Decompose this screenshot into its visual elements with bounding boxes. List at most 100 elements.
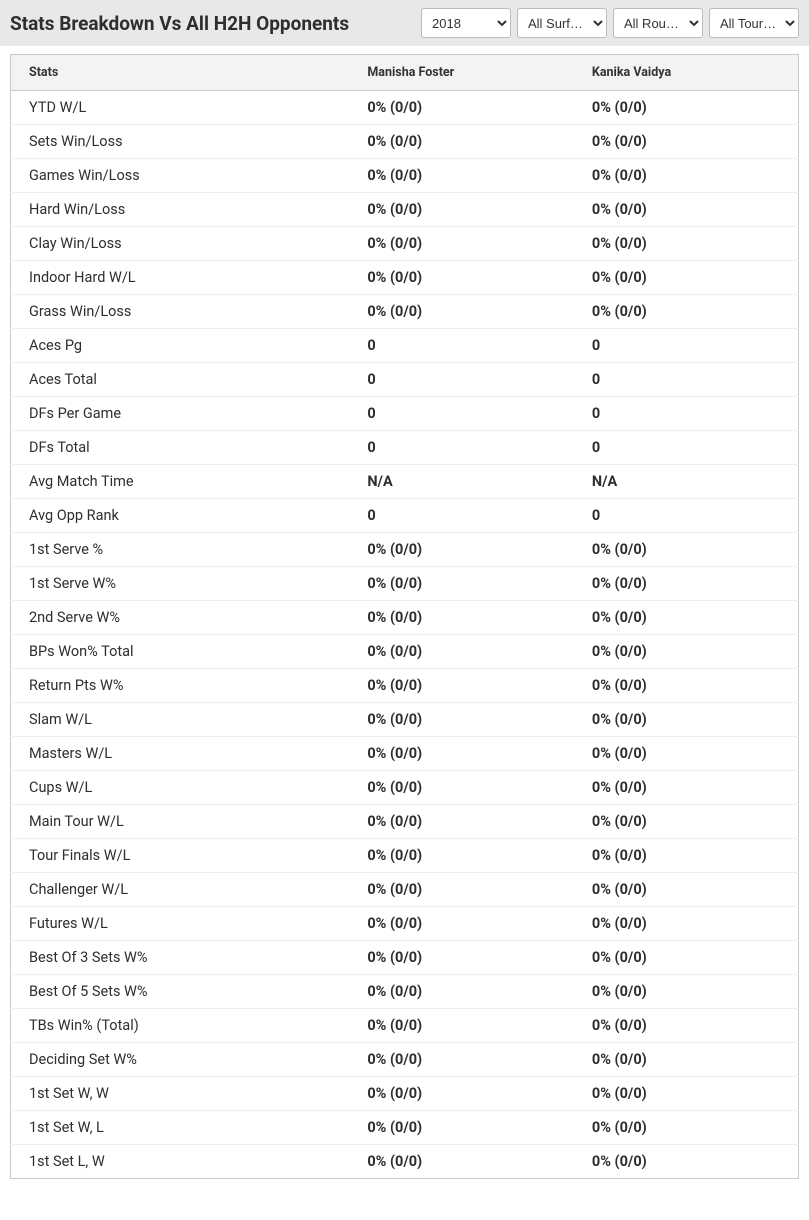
table-row: Masters W/L0% (0/0)0% (0/0)	[11, 737, 799, 771]
col-header-player1: Manisha Foster	[349, 55, 574, 91]
stat-value-player1: 0% (0/0)	[349, 941, 574, 975]
stat-label: Tour Finals W/L	[11, 839, 350, 873]
stat-value-player2: 0% (0/0)	[574, 1145, 799, 1179]
stat-label: Return Pts W%	[11, 669, 350, 703]
stat-value-player1: 0% (0/0)	[349, 805, 574, 839]
stat-label: Aces Pg	[11, 329, 350, 363]
stat-label: Best Of 3 Sets W%	[11, 941, 350, 975]
table-container: Stats Manisha Foster Kanika Vaidya YTD W…	[0, 46, 809, 1197]
stat-label: Sets Win/Loss	[11, 125, 350, 159]
stat-value-player2: 0% (0/0)	[574, 1077, 799, 1111]
table-row: Return Pts W%0% (0/0)0% (0/0)	[11, 669, 799, 703]
stat-label: DFs Per Game	[11, 397, 350, 431]
stat-label: Challenger W/L	[11, 873, 350, 907]
stat-value-player2: 0	[574, 431, 799, 465]
stat-label: Aces Total	[11, 363, 350, 397]
table-row: 1st Serve W%0% (0/0)0% (0/0)	[11, 567, 799, 601]
table-row: Cups W/L0% (0/0)0% (0/0)	[11, 771, 799, 805]
stat-value-player2: 0% (0/0)	[574, 193, 799, 227]
stat-value-player1: 0% (0/0)	[349, 873, 574, 907]
stat-label: Best Of 5 Sets W%	[11, 975, 350, 1009]
table-row: Indoor Hard W/L0% (0/0)0% (0/0)	[11, 261, 799, 295]
stat-value-player2: 0% (0/0)	[574, 125, 799, 159]
stat-value-player1: 0% (0/0)	[349, 227, 574, 261]
stat-value-player2: 0% (0/0)	[574, 703, 799, 737]
stat-value-player1: 0% (0/0)	[349, 125, 574, 159]
filter-group: 2018 All Surf… All Rou… All Tour…	[421, 8, 799, 38]
stat-value-player1: 0% (0/0)	[349, 907, 574, 941]
stat-label: Slam W/L	[11, 703, 350, 737]
table-row: DFs Per Game00	[11, 397, 799, 431]
table-row: Best Of 5 Sets W%0% (0/0)0% (0/0)	[11, 975, 799, 1009]
stat-value-player1: 0% (0/0)	[349, 737, 574, 771]
stat-value-player2: 0	[574, 499, 799, 533]
stat-label: Main Tour W/L	[11, 805, 350, 839]
surface-select[interactable]: All Surf…	[517, 8, 607, 38]
stat-label: Avg Opp Rank	[11, 499, 350, 533]
stat-label: 1st Serve W%	[11, 567, 350, 601]
tour-select[interactable]: All Tour…	[709, 8, 799, 38]
stat-value-player1: 0% (0/0)	[349, 635, 574, 669]
stat-value-player1: 0% (0/0)	[349, 533, 574, 567]
col-header-player2: Kanika Vaidya	[574, 55, 799, 91]
stat-label: Games Win/Loss	[11, 159, 350, 193]
table-row: Aces Pg00	[11, 329, 799, 363]
stat-label: Masters W/L	[11, 737, 350, 771]
stat-label: Futures W/L	[11, 907, 350, 941]
stat-value-player2: 0	[574, 329, 799, 363]
stat-value-player2: 0% (0/0)	[574, 227, 799, 261]
table-row: Main Tour W/L0% (0/0)0% (0/0)	[11, 805, 799, 839]
table-row: Challenger W/L0% (0/0)0% (0/0)	[11, 873, 799, 907]
stat-label: Deciding Set W%	[11, 1043, 350, 1077]
stat-label: Grass Win/Loss	[11, 295, 350, 329]
table-row: Avg Match TimeN/AN/A	[11, 465, 799, 499]
table-row: Grass Win/Loss0% (0/0)0% (0/0)	[11, 295, 799, 329]
stat-value-player1: 0% (0/0)	[349, 703, 574, 737]
stat-value-player1: 0	[349, 499, 574, 533]
table-row: Clay Win/Loss0% (0/0)0% (0/0)	[11, 227, 799, 261]
stat-label: 1st Serve %	[11, 533, 350, 567]
stat-value-player1: 0% (0/0)	[349, 975, 574, 1009]
table-row: Futures W/L0% (0/0)0% (0/0)	[11, 907, 799, 941]
col-header-stats: Stats	[11, 55, 350, 91]
table-row: Hard Win/Loss0% (0/0)0% (0/0)	[11, 193, 799, 227]
stat-value-player1: 0% (0/0)	[349, 1077, 574, 1111]
stat-value-player2: 0% (0/0)	[574, 601, 799, 635]
stat-value-player2: 0% (0/0)	[574, 1009, 799, 1043]
stat-value-player2: 0% (0/0)	[574, 975, 799, 1009]
stat-value-player1: 0% (0/0)	[349, 771, 574, 805]
stat-value-player1: 0	[349, 329, 574, 363]
table-row: Avg Opp Rank00	[11, 499, 799, 533]
year-select[interactable]: 2018	[421, 8, 511, 38]
stat-value-player1: 0% (0/0)	[349, 839, 574, 873]
stat-value-player1: 0% (0/0)	[349, 261, 574, 295]
stat-value-player2: 0% (0/0)	[574, 295, 799, 329]
stat-value-player1: 0% (0/0)	[349, 1111, 574, 1145]
stat-value-player2: 0% (0/0)	[574, 1111, 799, 1145]
rounds-select[interactable]: All Rou…	[613, 8, 703, 38]
stat-value-player1: 0% (0/0)	[349, 1009, 574, 1043]
stat-value-player2: 0	[574, 363, 799, 397]
table-row: BPs Won% Total0% (0/0)0% (0/0)	[11, 635, 799, 669]
table-row: 1st Set L, W0% (0/0)0% (0/0)	[11, 1145, 799, 1179]
table-row: Best Of 3 Sets W%0% (0/0)0% (0/0)	[11, 941, 799, 975]
stat-value-player2: 0% (0/0)	[574, 261, 799, 295]
table-row: 2nd Serve W%0% (0/0)0% (0/0)	[11, 601, 799, 635]
table-row: Slam W/L0% (0/0)0% (0/0)	[11, 703, 799, 737]
stat-value-player2: 0% (0/0)	[574, 771, 799, 805]
page-title: Stats Breakdown Vs All H2H Opponents	[10, 12, 413, 35]
stat-label: 1st Set W, L	[11, 1111, 350, 1145]
stat-value-player1: 0	[349, 397, 574, 431]
table-row: YTD W/L0% (0/0)0% (0/0)	[11, 91, 799, 125]
stat-label: 1st Set L, W	[11, 1145, 350, 1179]
stat-value-player1: 0	[349, 431, 574, 465]
stat-value-player1: 0% (0/0)	[349, 601, 574, 635]
stat-label: BPs Won% Total	[11, 635, 350, 669]
stat-value-player1: 0% (0/0)	[349, 567, 574, 601]
stat-label: Hard Win/Loss	[11, 193, 350, 227]
stat-value-player2: 0% (0/0)	[574, 533, 799, 567]
table-row: TBs Win% (Total)0% (0/0)0% (0/0)	[11, 1009, 799, 1043]
stat-value-player2: 0% (0/0)	[574, 907, 799, 941]
header-bar: Stats Breakdown Vs All H2H Opponents 201…	[0, 0, 809, 46]
table-header-row: Stats Manisha Foster Kanika Vaidya	[11, 55, 799, 91]
